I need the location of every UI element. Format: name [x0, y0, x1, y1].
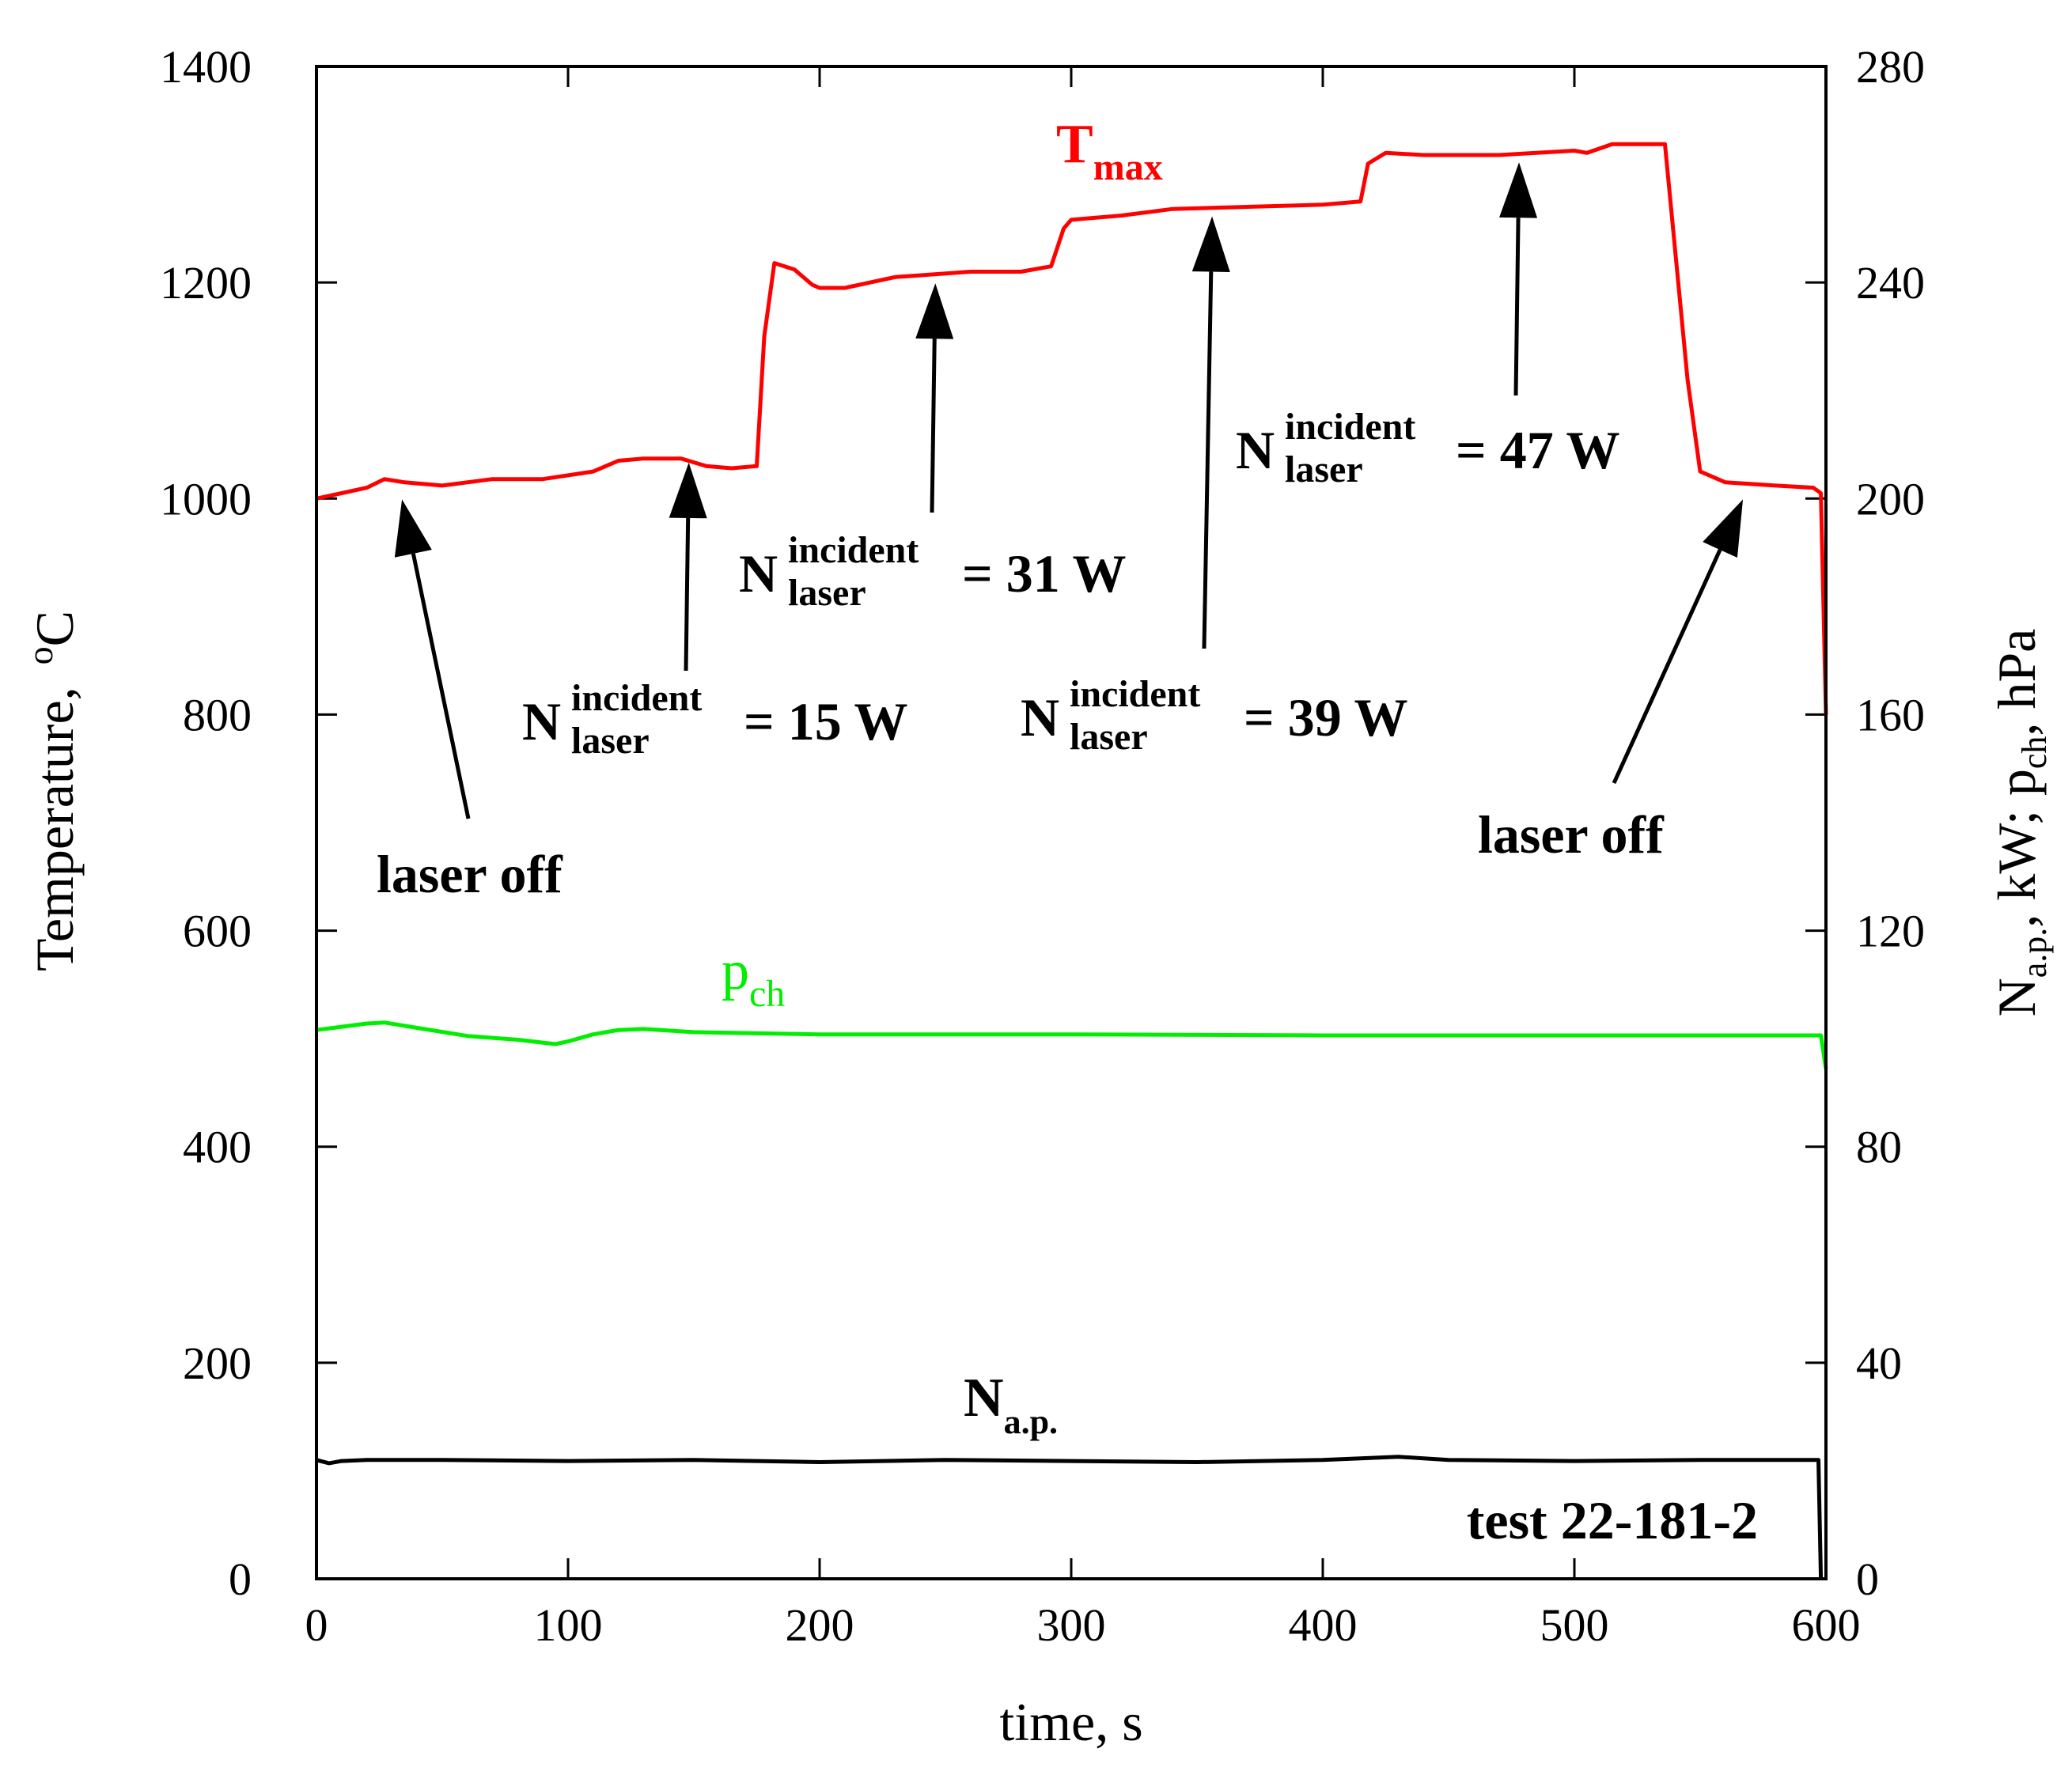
right-title-p-rest: , hPa	[1987, 629, 2047, 736]
x-tick-label-400: 400	[1289, 1599, 1358, 1651]
x-tick-label-600: 600	[1792, 1599, 1861, 1651]
degree-sup: o	[20, 646, 60, 664]
series-line-tmax	[316, 142, 1828, 715]
test-label: test 22-181-2	[1467, 1490, 1758, 1550]
y-right-tick-label-40: 40	[1856, 1338, 1902, 1389]
y-right-tick-label-80: 80	[1856, 1122, 1902, 1173]
x-tick-label-100: 100	[534, 1599, 603, 1651]
annotation-arrows	[394, 162, 1744, 819]
right-title-n-sub: a.p.	[2015, 928, 2054, 978]
y-left-tick-label-600: 600	[183, 906, 252, 957]
right-title-n-rest: , kW;	[1987, 810, 2047, 928]
tmax-label-sub: max	[1093, 146, 1163, 188]
annotation-laser-off-left: laser off	[377, 844, 563, 904]
plot-frame	[315, 65, 1828, 1580]
arrow-39w	[1191, 216, 1230, 649]
n39-sub: laser	[1070, 716, 1148, 758]
n31-power: = 31 W	[962, 543, 1127, 604]
series-label-pch: pch	[722, 940, 785, 1015]
y-axis-right-title: Na.p., kW; pch, hPa	[1987, 629, 2054, 1017]
nap-label-base: N	[964, 1368, 1004, 1429]
y-axis-left-title: Temperature, oC	[20, 611, 85, 971]
y-left-tick-label-400: 400	[183, 1122, 252, 1173]
pch-label-sub: ch	[749, 973, 785, 1015]
n31-sup: incident	[788, 529, 919, 571]
n39-sup: incident	[1070, 673, 1200, 715]
n31-base: N	[739, 543, 778, 604]
y-right-tick-label-120: 120	[1856, 906, 1925, 957]
y-axis-left-title-text: Temperature,	[25, 687, 85, 971]
x-tick-label-300: 300	[1037, 1599, 1106, 1651]
right-title-p: p	[1987, 769, 2047, 796]
n39-power: = 39 W	[1244, 687, 1408, 747]
y-right-tick-label-0: 0	[1856, 1553, 1879, 1605]
celsius-unit: C	[25, 611, 85, 646]
n31-sub: laser	[788, 572, 866, 614]
series-label-nap: Na.p.	[964, 1368, 1058, 1441]
n47-power: = 47 W	[1456, 420, 1620, 480]
tmax-label-base: T	[1056, 114, 1093, 175]
x-tick-label-500: 500	[1540, 1599, 1609, 1651]
x-tick-label-0: 0	[305, 1599, 328, 1651]
nap-label-sub: a.p.	[1004, 1402, 1058, 1441]
y-left-tick-label-1000: 1000	[160, 473, 252, 524]
y-left-tick-label-1400: 1400	[160, 41, 252, 93]
y-left-tick-label-0: 0	[229, 1553, 252, 1605]
x-tick-label-200: 200	[786, 1599, 854, 1651]
arrow-laser-off-left	[394, 499, 471, 819]
n39-base: N	[1021, 687, 1059, 747]
pch-label-base: p	[722, 940, 749, 1001]
arrow-15w	[669, 462, 707, 672]
y-left-tick-label-1200: 1200	[160, 257, 252, 308]
n15-sub: laser	[571, 720, 650, 762]
annotation-n-laser-15w: N incident laser = 15 W	[522, 677, 908, 762]
y-right-tick-label-160: 160	[1856, 689, 1925, 740]
y-right-tick-label-200: 200	[1856, 473, 1925, 524]
y-right-tick-label-280: 280	[1856, 41, 1925, 93]
y-right-tick-label-240: 240	[1856, 257, 1925, 308]
annotation-n-laser-31w: N incident laser = 31 W	[739, 529, 1127, 614]
annotation-n-laser-47w: N incident laser = 47 W	[1236, 406, 1620, 490]
y-left-tick-label-200: 200	[183, 1338, 252, 1389]
arrow-laser-off-right	[1612, 499, 1744, 785]
n15-base: N	[522, 691, 561, 751]
series-label-tmax: Tmax	[1056, 114, 1163, 188]
arrow-47w	[1499, 162, 1538, 396]
series-line-nap	[316, 1455, 1824, 1580]
n15-sup: incident	[571, 677, 702, 719]
y-left-tick-label-800: 800	[183, 689, 252, 740]
n47-base: N	[1236, 420, 1275, 480]
n47-sup: incident	[1285, 406, 1415, 448]
series-line-pch	[316, 1020, 1828, 1069]
annotation-laser-off-right: laser off	[1478, 804, 1665, 865]
n15-power: = 15 W	[744, 691, 908, 751]
x-axis-title: time, s	[999, 1692, 1142, 1752]
right-title-p-sub: ch	[2015, 736, 2054, 770]
annotation-n-laser-39w: N incident laser = 39 W	[1021, 673, 1408, 758]
tick-labels: 0 100 200 300 400 500 600020040060080010001200…	[160, 41, 1925, 1651]
right-title-n: N	[1987, 978, 2047, 1016]
series-layer	[316, 142, 1828, 1580]
n47-sub: laser	[1285, 448, 1363, 490]
arrow-31w	[915, 283, 954, 513]
